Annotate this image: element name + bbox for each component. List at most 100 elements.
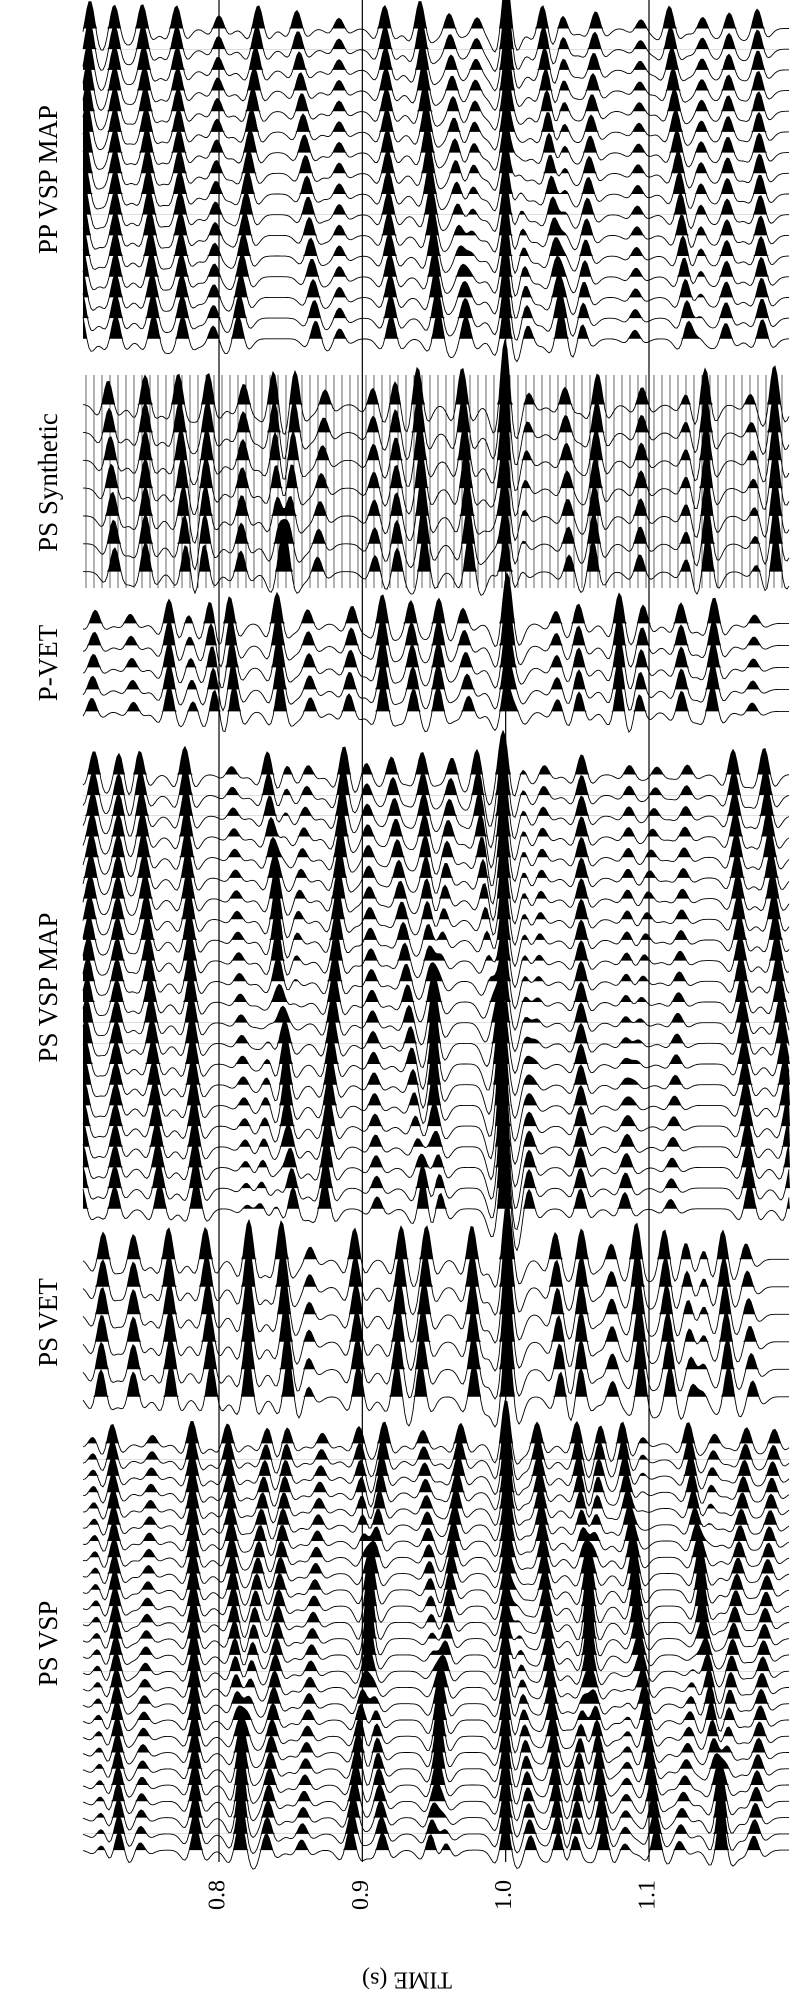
trace — [82, 1093, 790, 1210]
trace-fill — [83, 1737, 790, 1769]
trace-fill — [83, 1471, 790, 1509]
trace-fill — [83, 1041, 790, 1106]
trace — [82, 1795, 789, 1855]
trace — [82, 471, 790, 545]
trace-fill — [83, 201, 790, 236]
trace-fill — [83, 1529, 790, 1558]
trace-fill — [83, 1118, 790, 1189]
trace-fill — [83, 946, 790, 982]
trace — [82, 791, 790, 869]
trace — [82, 1279, 789, 1372]
trace-fill — [83, 182, 790, 215]
trace-fill — [83, 1509, 790, 1542]
trace — [82, 1528, 790, 1573]
trace — [82, 1139, 790, 1252]
trace-fill — [83, 1141, 790, 1209]
trace — [82, 812, 790, 887]
trace-fill — [83, 1417, 790, 1460]
trace — [82, 654, 789, 712]
trace — [82, 1199, 789, 1289]
trace — [82, 680, 789, 734]
trace — [82, 75, 789, 131]
trace — [82, 1749, 789, 1805]
trace — [82, 599, 789, 668]
trace-fill — [83, 1557, 790, 1590]
trace — [82, 1252, 789, 1344]
trace — [82, 1040, 790, 1143]
trace-fill — [83, 122, 790, 153]
panel-title: P-VET — [33, 624, 63, 701]
tick-label: 0.8 — [205, 1880, 231, 1910]
trace — [82, 260, 789, 319]
trace-fill — [83, 1056, 790, 1127]
panel-title: PS VET — [33, 1278, 63, 1367]
traces — [82, 0, 790, 1870]
panel-title: PS Synthetic — [33, 413, 63, 552]
trace — [82, 1661, 789, 1705]
trace-fill — [83, 26, 790, 70]
trace — [82, 1433, 790, 1496]
trace-fill — [83, 1750, 790, 1786]
trace — [82, 1580, 790, 1641]
trace-fill — [83, 1677, 790, 1704]
trace — [82, 998, 790, 1075]
trace — [82, 856, 790, 925]
trace — [82, 1306, 789, 1400]
trace-fill — [83, 1334, 790, 1397]
trace — [82, 1764, 789, 1822]
panel-title: PS VSP — [33, 1601, 63, 1687]
trace — [82, 1416, 790, 1481]
trace-fill — [83, 1095, 790, 1168]
trace — [82, 966, 790, 1032]
trace — [82, 301, 790, 363]
trace-fill — [83, 282, 790, 319]
trace — [82, 1451, 790, 1511]
trace — [82, 985, 790, 1053]
trace-fill — [83, 1689, 790, 1720]
trace-fill — [83, 999, 790, 1044]
trace-fill — [83, 966, 790, 1002]
trace-fill — [83, 51, 790, 91]
trace — [82, 0, 789, 53]
trace-fill — [83, 1546, 790, 1574]
trace — [82, 1814, 789, 1870]
trace — [82, 50, 790, 111]
trace-fill — [83, 1490, 790, 1525]
trace-fill — [83, 1307, 790, 1370]
trace — [82, 200, 789, 253]
panel-title: PP VSP MAP — [33, 105, 63, 254]
trace — [82, 1332, 789, 1428]
trace-fill — [83, 1400, 790, 1444]
trace-fill — [83, 76, 790, 112]
trace — [82, 1226, 789, 1316]
trace — [83, 503, 790, 571]
trace — [82, 1641, 790, 1688]
trace — [82, 627, 789, 690]
trace — [82, 1567, 790, 1624]
trace — [82, 240, 789, 298]
trace — [82, 878, 790, 947]
trace-fill — [83, 1642, 790, 1672]
trace-fill — [83, 1452, 790, 1493]
labels: 0.8 0.9 1.0 1.1 PP VSP MAP PS Synthetic P-VET P… — [33, 105, 660, 1910]
axis-label: TIME (s) — [362, 1966, 452, 1992]
trace — [82, 1618, 790, 1672]
trace-fill — [83, 261, 790, 298]
trace-fill — [83, 1073, 790, 1147]
panel-title: PS VSP MAP — [33, 912, 63, 1062]
trace — [82, 1676, 790, 1719]
trace — [82, 1400, 790, 1465]
trace-fill — [83, 2, 790, 50]
tick-label: 1.1 — [635, 1880, 661, 1910]
trace — [82, 1010, 790, 1097]
trace — [82, 281, 790, 341]
trace — [82, 729, 790, 806]
trace — [82, 1702, 790, 1754]
trace-fill — [83, 985, 790, 1023]
trace — [82, 339, 790, 440]
trace — [82, 220, 789, 275]
trace — [82, 1073, 790, 1188]
trace-fill — [83, 302, 790, 339]
trace — [82, 1489, 790, 1542]
